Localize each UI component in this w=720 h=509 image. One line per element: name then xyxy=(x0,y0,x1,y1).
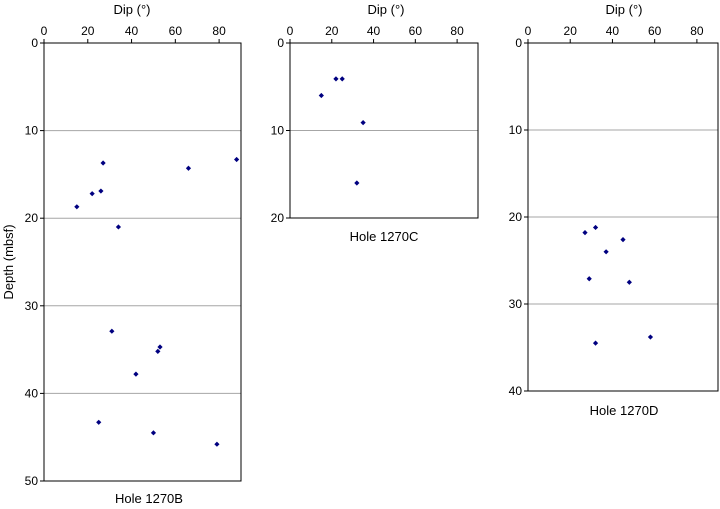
y-tick-label: 0 xyxy=(31,36,38,50)
x-tick-label: 0 xyxy=(525,24,532,38)
y-tick-label: 50 xyxy=(25,474,39,488)
depth-axis-label: Depth (mbsf) xyxy=(1,224,16,299)
panel-1270d-grid xyxy=(528,129,718,305)
x-tick-label: 60 xyxy=(409,24,423,38)
panel-1270c-xticks: 0 20 40 60 80 xyxy=(287,24,464,43)
x-tick-label: 40 xyxy=(125,24,139,38)
x-tick-label: 0 xyxy=(41,24,48,38)
data-point xyxy=(109,328,115,334)
x-tick-label: 40 xyxy=(606,24,620,38)
data-point xyxy=(234,156,240,163)
data-point xyxy=(185,165,192,171)
panel-1270d-xlabel: Dip (°) xyxy=(606,2,643,17)
y-tick-label: 0 xyxy=(277,36,284,50)
x-tick-label: 0 xyxy=(287,24,294,38)
data-point xyxy=(592,340,599,346)
data-point xyxy=(157,344,163,350)
data-point xyxy=(155,348,161,354)
panel-1270d-title: Hole 1270D xyxy=(590,403,659,418)
panel-1270b-points xyxy=(74,156,240,447)
data-point xyxy=(214,441,220,447)
x-tick-label: 80 xyxy=(450,24,464,38)
data-point xyxy=(96,419,102,425)
data-point xyxy=(98,188,104,194)
data-point xyxy=(626,279,632,285)
data-point xyxy=(620,237,626,243)
chart-panel-1270b: Dip (°) 0 20 40 60 80 0 10 20 30 40 50 Hole 1270B xyxy=(25,2,242,506)
y-tick-label: 10 xyxy=(271,124,285,138)
data-point xyxy=(647,334,654,340)
y-tick-label: 0 xyxy=(515,36,522,50)
data-point xyxy=(133,371,139,377)
x-tick-label: 40 xyxy=(367,24,381,38)
data-point xyxy=(333,76,339,82)
panel-1270d-points xyxy=(582,224,654,346)
data-point xyxy=(592,224,599,231)
x-tick-label: 80 xyxy=(690,24,704,38)
panel-1270c-points xyxy=(318,76,366,186)
data-point xyxy=(115,224,122,230)
panel-1270c-title: Hole 1270C xyxy=(350,229,419,244)
data-point xyxy=(318,92,324,99)
y-tick-label: 30 xyxy=(509,297,523,311)
panel-1270b-xticks: 0 20 40 60 80 xyxy=(41,24,226,43)
panel-1270b-plot-area xyxy=(43,42,242,482)
panel-1270b-title: Hole 1270B xyxy=(115,491,183,506)
chart-panel-1270c: Dip (°) 0 20 40 60 80 0 10 20 Hole 1270C xyxy=(271,2,479,244)
panel-1270b-xlabel: Dip (°) xyxy=(114,2,151,17)
panel-1270b-grid xyxy=(44,130,241,394)
x-tick-label: 60 xyxy=(169,24,183,38)
data-point xyxy=(360,120,366,126)
data-point xyxy=(150,430,157,436)
panel-1270d-yticks: 0 10 20 30 40 xyxy=(509,36,528,398)
data-point xyxy=(603,249,609,255)
data-point xyxy=(89,191,95,197)
panel-1270c-xlabel: Dip (°) xyxy=(368,2,405,17)
y-tick-label: 40 xyxy=(25,386,39,400)
data-point xyxy=(100,160,106,166)
panel-1270b-yticks: 0 10 20 30 40 50 xyxy=(25,36,44,488)
panel-1270d-plot-area xyxy=(527,42,719,392)
y-tick-label: 40 xyxy=(509,384,523,398)
panel-1270c-yticks: 0 10 20 xyxy=(271,36,290,225)
y-tick-label: 10 xyxy=(25,124,39,138)
data-point xyxy=(339,76,345,82)
y-tick-label: 20 xyxy=(25,211,39,225)
data-point xyxy=(582,230,588,236)
x-tick-label: 20 xyxy=(325,24,339,38)
y-tick-label: 30 xyxy=(25,299,39,313)
data-point xyxy=(354,180,360,186)
y-tick-label: 20 xyxy=(509,210,523,224)
x-tick-label: 80 xyxy=(212,24,226,38)
y-tick-label: 10 xyxy=(509,123,523,137)
panel-1270c-plot-area xyxy=(289,42,479,219)
data-point xyxy=(586,276,592,282)
chart-panel-1270d: Dip (°) 0 20 40 60 80 0 10 20 30 40 Hole 1270D xyxy=(509,2,719,418)
x-tick-label: 20 xyxy=(81,24,95,38)
x-tick-label: 60 xyxy=(648,24,662,38)
y-tick-label: 20 xyxy=(271,211,285,225)
panel-1270d-xticks: 0 20 40 60 80 xyxy=(525,24,704,43)
x-tick-label: 20 xyxy=(564,24,578,38)
data-point xyxy=(74,204,80,210)
